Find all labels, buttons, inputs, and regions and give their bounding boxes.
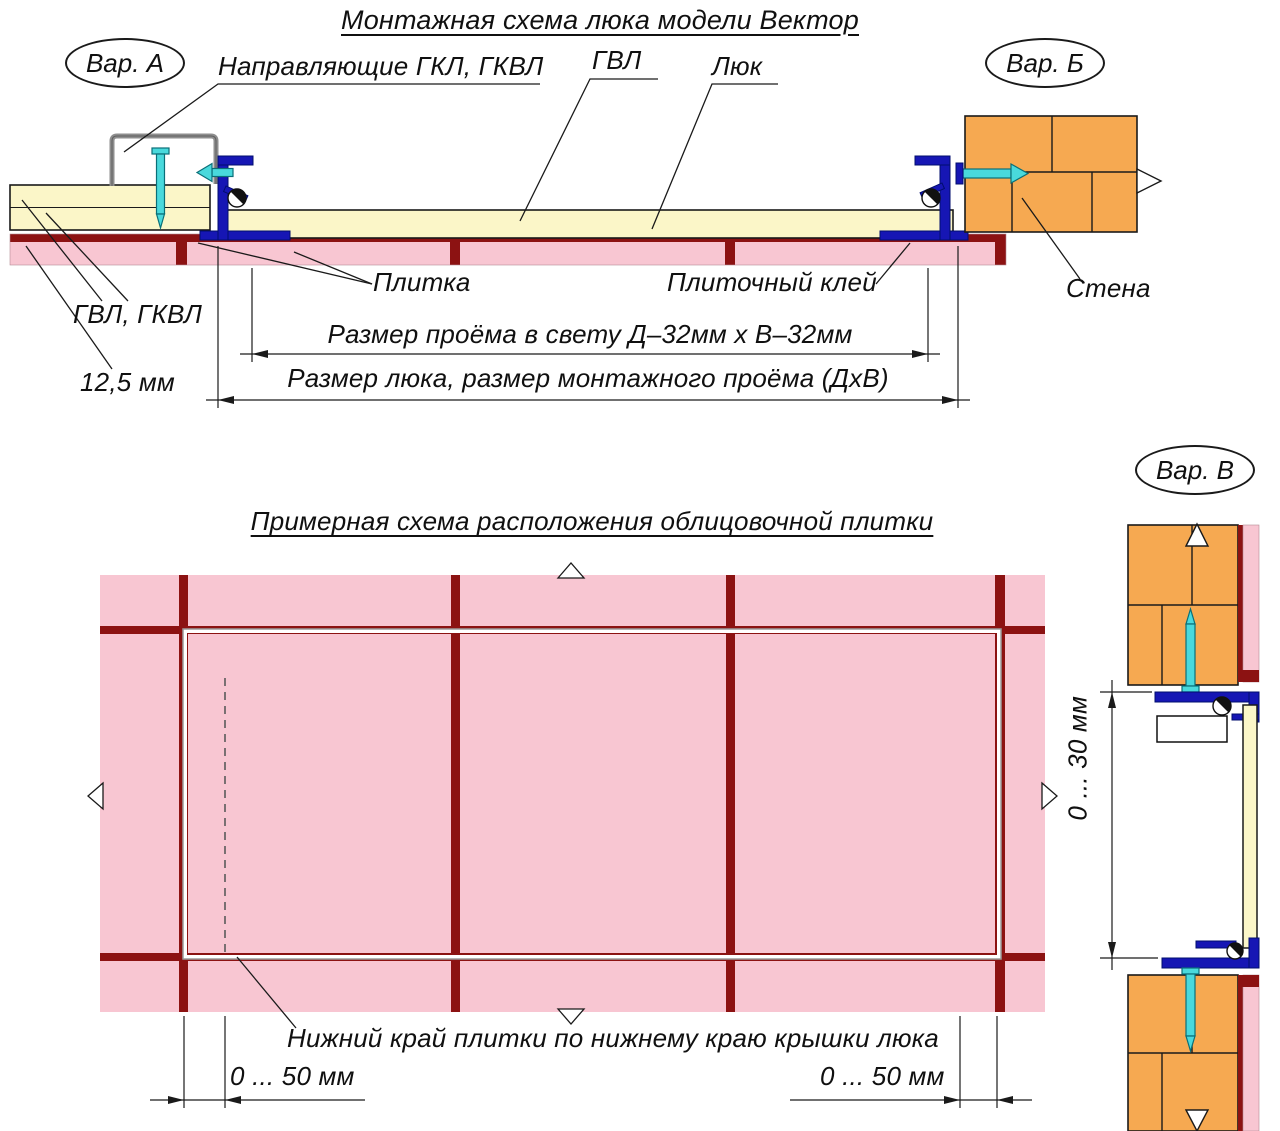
adhesive-top (1238, 525, 1243, 682)
leader-lines-top (21, 78, 1081, 370)
screw-head-plate (955, 162, 964, 185)
fastener-arrow-left (195, 162, 234, 183)
grout-bottom (1238, 975, 1259, 987)
wall-bottom (1127, 974, 1239, 1131)
adhesive-bottom (1238, 975, 1243, 1131)
dimension-wall-offset-label: 0 ... 30 мм (1062, 696, 1093, 821)
hatch-lid-outline (182, 628, 1002, 960)
callout-gvl: ГВЛ (592, 45, 642, 75)
break-arrow-bottom-icon (1184, 1109, 1210, 1131)
hatch-lid-outline-white (183, 629, 1001, 959)
dimension-lines-bottom (150, 1016, 1032, 1108)
tile-strip-bottom (1242, 974, 1260, 1131)
section-v-drawing (1100, 522, 1260, 1131)
screw-head-left-fill (230, 188, 247, 205)
break-marks (87, 562, 1058, 1025)
section-ab-drawing (9, 78, 1163, 408)
dimension-clear-opening-label: Размер проёма в свету Д–32мм х В–32мм (327, 319, 853, 349)
callout-tile: Плитка (373, 267, 471, 297)
break-arrow-wall-icon (1136, 167, 1163, 195)
dimension-arrows-top (218, 350, 958, 404)
left-gvl-panel (9, 184, 211, 231)
anchor-top (1181, 606, 1200, 693)
hatch-door-panel (224, 209, 954, 239)
variant-a-label: Вар. А (85, 47, 165, 78)
variant-a-badge: Вар. А (65, 38, 185, 88)
variant-v-label: Вар. В (1155, 454, 1235, 485)
drywall-guide-profile-inner (111, 135, 217, 186)
page-title: Монтажная схема люка модели Вектор (341, 5, 859, 35)
fastener-into-wall (962, 162, 1030, 185)
variant-b-badge: Вар. Б (985, 38, 1105, 88)
break-arrow-top-icon (1184, 522, 1210, 547)
callout-gvl-gkvl: ГВЛ, ГКВЛ (73, 299, 203, 329)
callout-wall: Стена (1066, 273, 1151, 303)
tile-layout-drawing (87, 562, 1058, 1108)
dimension-mounting-opening-label: Размер люка, размер монтажного проёма (Д… (287, 363, 889, 393)
callout-guides: Направляющие ГКЛ, ГКВЛ (218, 51, 544, 81)
screw-head-top-fill (1215, 696, 1232, 713)
callout-board-thickness: 12,5 мм (80, 367, 175, 397)
dimension-side-arrows (1108, 692, 1116, 958)
anchor-fastener-left (151, 147, 170, 231)
tile-strip-top (1242, 524, 1260, 683)
screw-head-bottom-fill (1229, 942, 1244, 957)
callout-hatch: Люк (712, 51, 763, 81)
callout-tile-adhesive: Плиточный клей (667, 267, 877, 297)
screw-head-right-fill (924, 188, 941, 205)
dimension-offset-left-label: 0 ... 50 мм (230, 1061, 355, 1091)
dimension-lines-top (206, 246, 970, 408)
hatch-door-section (1242, 704, 1258, 949)
tile-layout-title: Примерная схема расположения облицовочно… (250, 506, 934, 536)
variant-v-badge: Вар. В (1135, 445, 1255, 495)
grout-top (1238, 670, 1259, 682)
dimension-arrows-bottom (168, 1096, 1013, 1104)
dimension-side (1100, 680, 1158, 970)
dimension-offset-right-label: 0 ... 50 мм (820, 1061, 945, 1091)
note-leader (236, 956, 297, 1029)
anchor-bottom (1181, 967, 1200, 1054)
tile-field (100, 575, 1045, 1012)
tile-layout-note: Нижний край плитки по нижнему краю крышк… (287, 1023, 939, 1053)
variant-b-label: Вар. Б (1006, 47, 1084, 78)
wall-top (1127, 524, 1239, 686)
frame-bracket-top (1156, 715, 1228, 743)
